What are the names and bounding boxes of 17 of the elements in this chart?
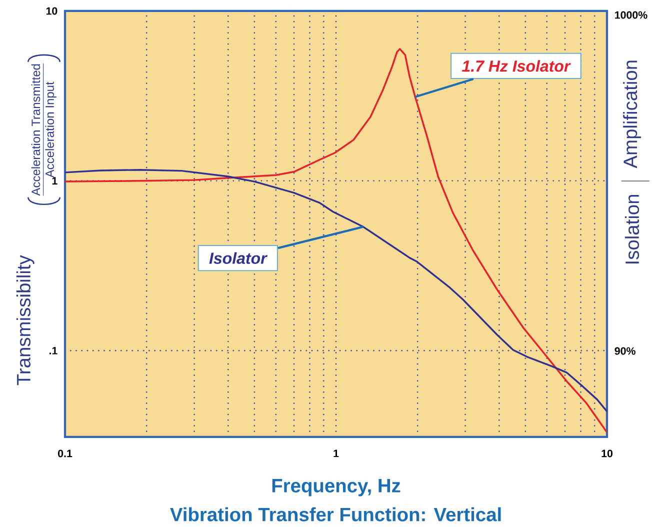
text: Acceleration Transmitted: [31, 64, 40, 196]
text: Amplification: [623, 60, 641, 168]
y-tick-label: .1: [49, 346, 58, 354]
y-tick-label: 10: [46, 7, 58, 15]
text: Isolator: [209, 252, 268, 264]
x-tick-label: 10: [602, 450, 612, 458]
y-axis-title: Transmissibility: [16, 255, 34, 386]
text: Isolation: [624, 194, 640, 264]
x-axis-title: Frequency, Hz: [272, 479, 400, 496]
x-tick-label: 0.1: [58, 450, 72, 458]
text: 90%: [614, 347, 636, 355]
y-tick-label: 1: [52, 177, 58, 184]
text: 1.7 Hz Isolator: [462, 60, 571, 72]
text: Acceleration Input: [45, 82, 56, 178]
text: 1000%: [615, 11, 648, 19]
x-tick-label: 1: [334, 450, 339, 458]
text: Vibration Transfer Function: Vertical: [170, 507, 501, 522]
